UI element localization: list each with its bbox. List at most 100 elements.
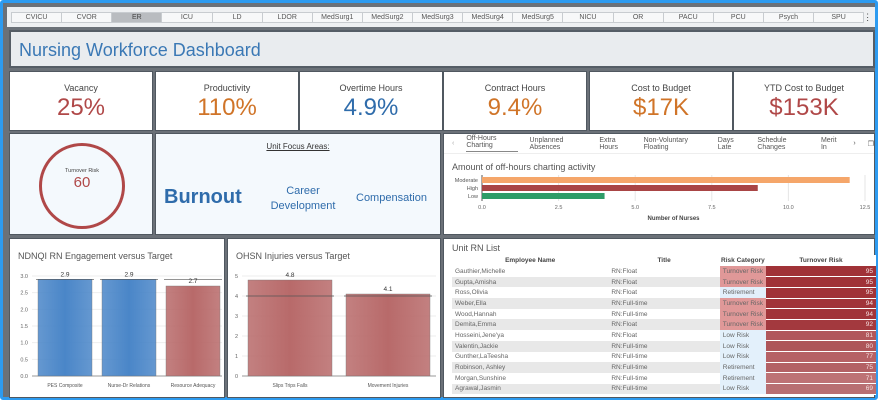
column-header[interactable]: Title [657, 257, 671, 264]
risk-category: Turnover Risk [719, 319, 766, 331]
risk-category: Low Risk [719, 340, 766, 352]
detail-panel: ‹ Off-Hours Charting Unplanned Absences Ext… [443, 133, 875, 235]
kpi-label: Contract Hours [484, 83, 546, 93]
turnover-risk: 77 [766, 351, 876, 363]
x-tick-label: Slips Trips Falls [272, 383, 308, 389]
y-tick-label: 2.0 [20, 307, 28, 313]
unit-tab-cvor[interactable]: CVOR [61, 11, 113, 23]
ndnqi-chart: 0.0 0.5 1.0 1.5 2.0 2.5 3.0 2.9 PES Composite 2.9… [20, 271, 222, 389]
unit-tab-ld[interactable]: LD [211, 11, 263, 23]
kpi-label: Overtime Hours [339, 83, 403, 93]
title: RN:Full-time [611, 299, 648, 307]
x-tick-label: 2.5 [555, 205, 563, 211]
header: Nursing Workforce Dashboard [9, 30, 875, 68]
title: RN:Full-time [611, 374, 648, 382]
title: RN:Full-time [611, 353, 648, 361]
table-row[interactable]: Gunther,LaTeesha RN:Full-time Low Risk 77 [452, 351, 876, 363]
risk-category: Retirement [719, 362, 766, 373]
unit-tab-nicu[interactable]: NICU [562, 11, 614, 23]
unit-tab-pcu[interactable]: PCU [712, 11, 764, 23]
employee-name: Morgan,Sunshine [455, 374, 506, 382]
employee-name: Weber,Ella [455, 299, 487, 307]
title: RN:Full-time [611, 385, 648, 393]
employee-name: Gupta,Amisha [455, 278, 497, 286]
y-tick-label: 2 [235, 334, 238, 340]
column-header[interactable]: Employee Name [505, 257, 556, 264]
y-tick-label: 1.0 [20, 341, 28, 347]
risk-category: Turnover Risk [719, 308, 766, 320]
title: RN:Float [611, 331, 638, 339]
table-row[interactable]: Demita,Emma RN:Float Turnover Risk 92 [452, 319, 876, 331]
ohsn-panel: OHSN Injuries versus Target 0 1 2 3 4 5 4.8 Sli… [227, 238, 441, 398]
table-row[interactable]: Gupta,Amisha RN:Float Turnover Risk 95 [452, 276, 876, 288]
unit-tab-medsurg4[interactable]: MedSurg4 [462, 11, 514, 23]
scroll-left-icon[interactable]: ‹ [452, 140, 455, 147]
turnover-risk: 95 [766, 287, 876, 299]
unit-tab-psych[interactable]: Psych [762, 11, 814, 23]
x-tick-label: 7.5 [708, 205, 716, 211]
data-label: 4.1 [383, 286, 392, 293]
employee-name: Gunther,LaTeesha [455, 353, 509, 361]
table-row[interactable]: Gauthier,Michelle RN:Float Turnover Risk 95 [452, 266, 876, 278]
kpi-cost-to-budget: Cost to Budget $17K [589, 71, 733, 131]
detail-tab-0[interactable]: Off-Hours Charting [466, 135, 518, 152]
y-tick-label: 2.5 [20, 291, 28, 297]
employee-name: Ross,Olivia [455, 289, 488, 297]
unit-tab-spu[interactable]: SPU [813, 11, 865, 23]
kpi-value: $17K [632, 94, 690, 121]
table-row[interactable]: Hosseini,Jene'ya RN:Float Low Risk 81 [452, 330, 876, 342]
bar-nurse-dr-relations [101, 279, 157, 377]
y-tick-label: High [467, 186, 478, 192]
detail-tab-3[interactable]: Non-Voluntary Floating [643, 136, 688, 151]
risk-category: Retirement [719, 372, 766, 384]
title: RN:Float [611, 267, 638, 275]
unit-tab-icu[interactable]: ICU [161, 11, 213, 23]
y-tick-label: 0.0 [20, 374, 28, 380]
turnover-risk: 69 [766, 383, 876, 395]
x-tick-label: 0.0 [478, 205, 486, 211]
unit-tab-medsurg1[interactable]: MedSurg1 [311, 11, 363, 23]
employee-name: Valentin,Jackie [455, 342, 499, 350]
detail-tab-6[interactable]: Merit In [820, 136, 837, 151]
employee-name: Wood,Hannah [455, 310, 497, 318]
table-row[interactable]: Weber,Ella RN:Full-time Turnover Risk 94 [452, 298, 876, 310]
rn-table: Employee Name Title Risk Category Turnover … [452, 255, 876, 395]
gauge-label: Turnover Risk [64, 168, 100, 174]
detail-tab-4[interactable]: Days Late [717, 136, 734, 151]
page-title: Nursing Workforce Dashboard [19, 40, 261, 60]
bar-resource-adequacy [165, 285, 221, 377]
detail-tab-1[interactable]: Unplanned Absences [529, 136, 564, 151]
column-header[interactable]: Risk Category [721, 257, 765, 264]
unit-tab-or[interactable]: OR [612, 11, 664, 23]
x-tick-label: PES Composite [47, 383, 83, 389]
more-options-icon[interactable]: ⋮ [863, 11, 873, 22]
unit-tab-medsurg5[interactable]: MedSurg5 [512, 11, 564, 23]
chart-title: OHSN Injuries versus Target [236, 251, 350, 261]
unit-tab-pacu[interactable]: PACU [662, 11, 714, 23]
employee-name: Hosseini,Jene'ya [455, 331, 504, 339]
employee-name: Demita,Emma [455, 321, 497, 329]
unit-tab-ldor[interactable]: LDOR [261, 11, 313, 23]
unit-tab-medsurg2[interactable]: MedSurg2 [361, 11, 413, 23]
maximize-icon[interactable]: ❐ [867, 140, 874, 148]
column-header[interactable]: Turnover Risk [766, 255, 876, 266]
unit-tab-er[interactable]: ER [111, 11, 163, 23]
table-row[interactable]: Morgan,Sunshine RN:Full-time Retirement 71 [452, 372, 876, 385]
table-row[interactable]: Valentin,Jackie RN:Full-time Low Risk 80 [452, 340, 876, 352]
kpi-label: YTD Cost to Budget [763, 83, 845, 93]
table-row[interactable]: Agrawal,Jasmin RN:Full-time Low Risk 69 [452, 383, 876, 395]
data-label: 2.7 [188, 278, 197, 285]
table-title: Unit RN List [452, 243, 501, 253]
table-row[interactable]: Robinson, Ashley RN:Full-time Retirement 75 [452, 362, 876, 374]
focus-item-career: Career Development [270, 185, 336, 212]
unit-tab-medsurg3[interactable]: MedSurg3 [412, 11, 464, 23]
table-row[interactable]: Wood,Hannah RN:Full-time Turnover Risk 94 [452, 308, 876, 320]
kpi-value: 110% [197, 94, 257, 121]
table-row[interactable]: Ross,Olivia RN:Float Retirement 95 [452, 287, 876, 299]
turnover-risk: 71 [766, 372, 876, 385]
detail-tab-2[interactable]: Extra Hours [599, 136, 618, 151]
detail-tab-5[interactable]: Schedule Changes [757, 136, 787, 151]
kpi-value: 9.4% [487, 94, 543, 121]
scroll-right-icon[interactable]: › [853, 140, 856, 147]
unit-tab-cvicu[interactable]: CVICU [11, 11, 63, 23]
